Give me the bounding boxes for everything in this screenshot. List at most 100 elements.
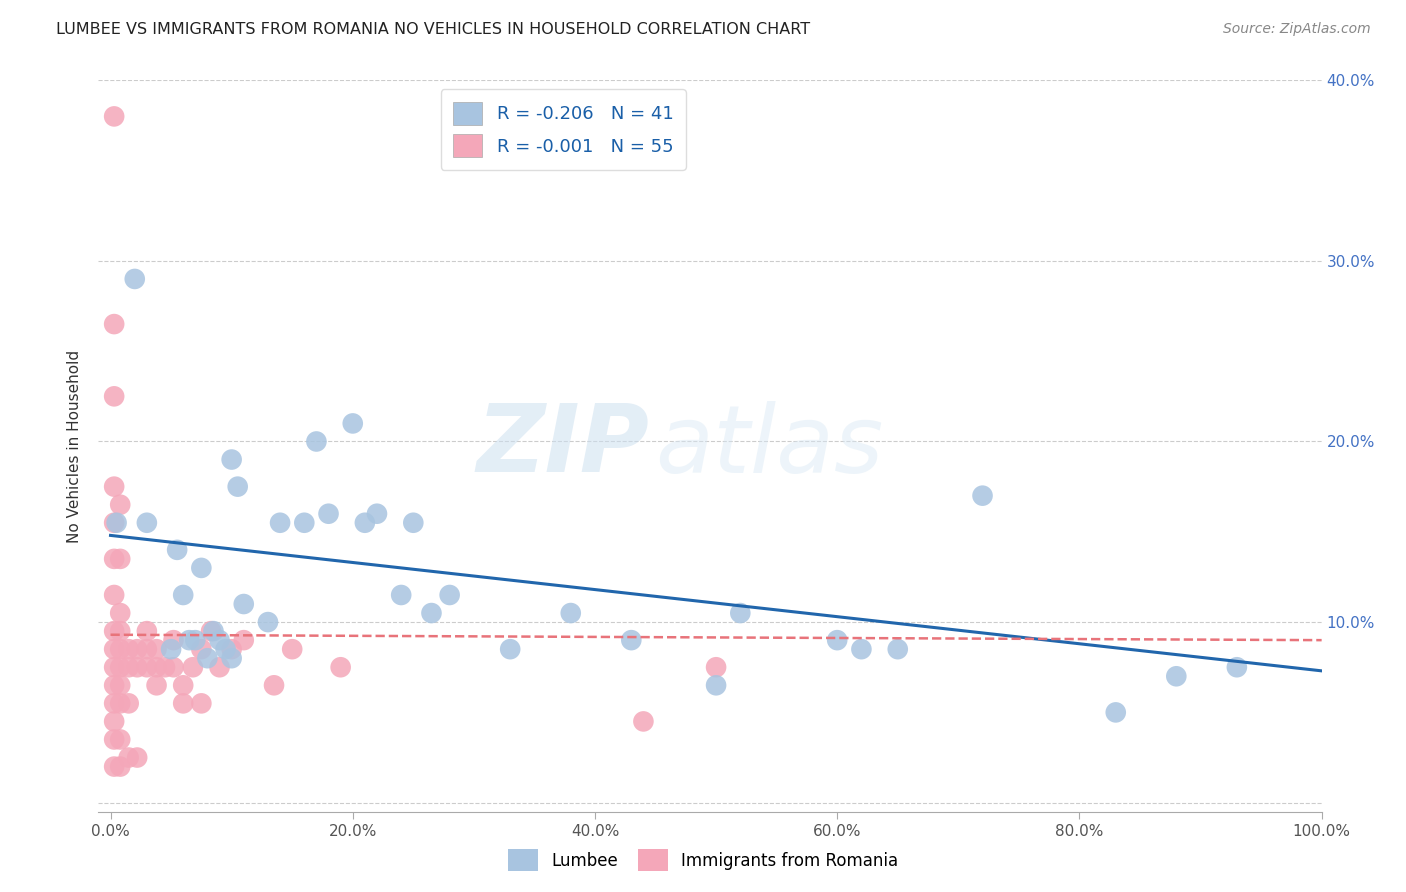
Point [110,660,132,674]
Point [103,642,125,657]
Point [221,642,243,657]
Point [318,507,340,521]
Point [329,660,352,674]
Point [110,624,132,639]
Point [221,651,243,665]
Point [162,633,184,648]
Point [269,516,291,530]
Point [135,624,157,639]
Point [162,660,184,674]
Point [208,660,231,674]
Point [232,633,254,648]
Point [118,697,141,711]
Point [825,633,848,648]
Point [127,660,149,674]
Point [135,660,157,674]
Point [292,516,315,530]
Point [179,633,201,648]
Point [103,660,125,674]
Point [110,678,132,692]
Legend: R = -0.206   N = 41, R = -0.001   N = 55: R = -0.206 N = 41, R = -0.001 N = 55 [440,89,686,170]
Text: atlas: atlas [655,401,883,491]
Point [135,642,157,657]
Point [704,660,727,674]
Point [1105,706,1128,720]
Point [110,759,132,773]
Point [172,697,194,711]
Point [439,588,461,602]
Point [118,642,141,657]
Point [172,588,194,602]
Text: ZIP: ZIP [477,400,650,492]
Point [263,678,285,692]
Point [103,516,125,530]
Point [103,552,125,566]
Point [160,642,183,657]
Point [214,642,236,657]
Point [851,642,873,657]
Point [153,660,176,674]
Point [103,714,125,729]
Point [887,642,910,657]
Point [181,660,204,674]
Point [202,624,225,639]
Point [127,750,149,764]
Point [200,624,222,639]
Text: Source: ZipAtlas.com: Source: ZipAtlas.com [1223,22,1371,37]
Point [118,660,141,674]
Point [103,588,125,602]
Point [281,642,304,657]
Point [257,615,280,629]
Point [110,606,132,620]
Point [103,109,125,123]
Point [145,660,167,674]
Y-axis label: No Vehicles in Household: No Vehicles in Household [67,350,83,542]
Point [103,624,125,639]
Point [103,678,125,692]
Point [127,642,149,657]
Point [1166,669,1188,683]
Point [1226,660,1249,674]
Point [172,678,194,692]
Point [105,516,128,530]
Point [110,498,132,512]
Point [124,272,146,286]
Point [190,697,212,711]
Point [499,642,522,657]
Point [402,516,425,530]
Point [103,697,125,711]
Point [103,480,125,494]
Point [354,516,377,530]
Point [190,642,212,657]
Point [226,480,249,494]
Point [221,452,243,467]
Point [197,651,219,665]
Point [366,507,388,521]
Point [305,434,328,449]
Point [190,561,212,575]
Text: LUMBEE VS IMMIGRANTS FROM ROMANIA NO VEHICLES IN HOUSEHOLD CORRELATION CHART: LUMBEE VS IMMIGRANTS FROM ROMANIA NO VEH… [56,22,810,37]
Point [110,732,132,747]
Point [420,606,443,620]
Point [208,633,231,648]
Point [166,542,188,557]
Point [232,597,254,611]
Point [110,697,132,711]
Point [560,606,582,620]
Point [135,516,157,530]
Point [103,759,125,773]
Point [620,633,643,648]
Point [704,678,727,692]
Point [184,633,207,648]
Point [633,714,655,729]
Point [730,606,752,620]
Point [145,642,167,657]
Point [118,750,141,764]
Point [110,642,132,657]
Point [110,552,132,566]
Point [342,417,364,431]
Point [103,732,125,747]
Point [145,678,167,692]
Point [389,588,412,602]
Point [103,389,125,403]
